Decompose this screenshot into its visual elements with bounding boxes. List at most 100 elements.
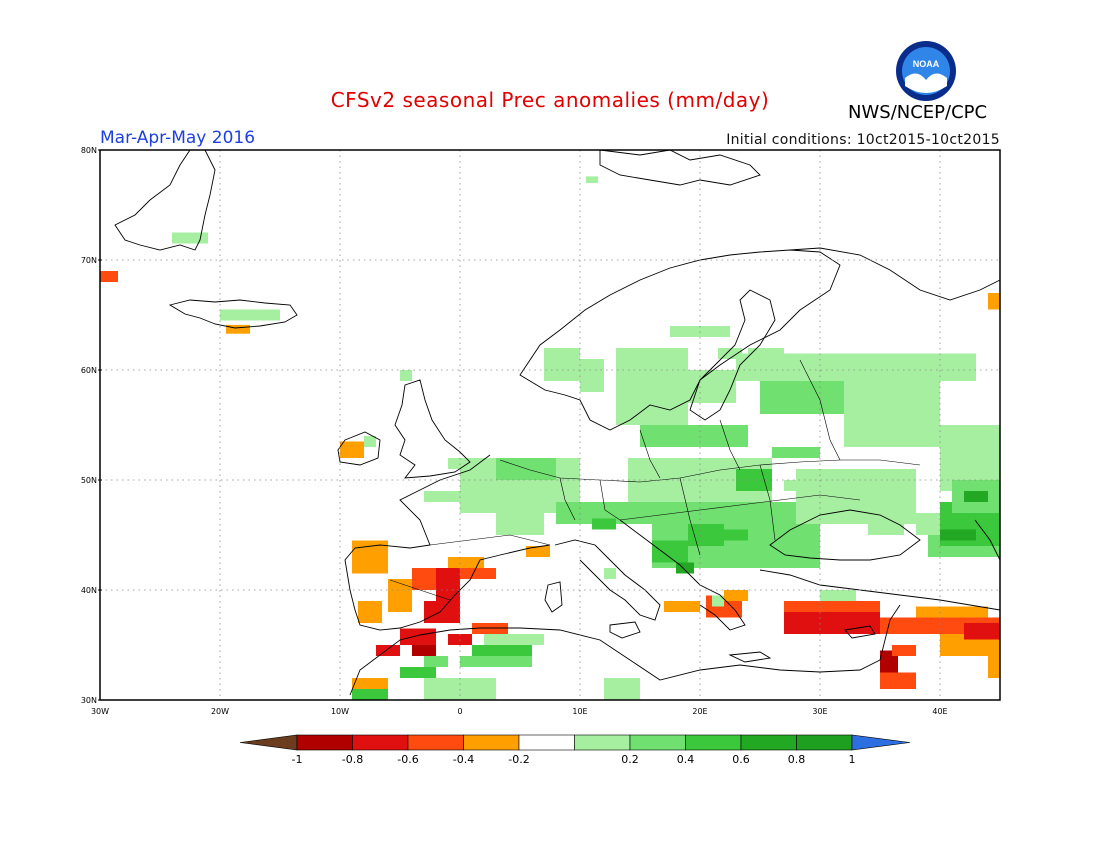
coastline-sicily [609, 621, 641, 639]
anomaly-cell [940, 529, 976, 541]
anomaly-cell [472, 623, 508, 634]
colorbar-label: -0.8 [342, 753, 363, 766]
colorbar: -1 -0.8 -0.6 -0.4 -0.2 0.2 0.4 0.6 0.8 1 [239, 734, 911, 766]
anomaly-cell [604, 678, 640, 700]
anomaly-cell [544, 348, 580, 381]
anomaly-cell [352, 689, 388, 700]
anomaly-cell [400, 667, 436, 678]
anomaly-cell [880, 672, 916, 689]
colorbar-swatch [685, 734, 742, 751]
anomaly-cell [988, 656, 1000, 678]
anomaly-cell [844, 381, 940, 447]
anomaly-cell [424, 656, 448, 667]
map-title: CFSv2 seasonal Prec anomalies (mm/day) [330, 88, 770, 112]
latitude-label: 50N [81, 476, 97, 485]
anomaly-cells-layer [100, 176, 1000, 700]
anomaly-cell [772, 447, 820, 458]
anomaly-cell [718, 348, 742, 359]
coastline-italy [554, 539, 661, 621]
anomaly-cell [358, 601, 382, 623]
latitude-label: 30N [81, 696, 97, 705]
anomaly-cell [100, 271, 118, 282]
colorbar-swatch [463, 734, 520, 751]
anomaly-cell [526, 546, 550, 557]
colorbar-swatch [740, 734, 797, 751]
coastline-crete [728, 651, 772, 663]
border-line [599, 479, 861, 521]
coastline-levant [879, 604, 901, 661]
latitude-label: 80N [81, 146, 97, 155]
anomaly-cell [820, 590, 856, 601]
initial-conditions-label: Initial conditions: 10ct2015-10ct2015 [726, 132, 1000, 148]
season-label: Mar-Apr-May 2016 [100, 128, 256, 148]
map-frame [99, 149, 1001, 701]
anomaly-cell [592, 518, 616, 530]
anomaly-cell [172, 232, 208, 244]
anomaly-cell [916, 606, 988, 618]
anomaly-cell [472, 645, 532, 656]
latitude-label: 60N [81, 366, 97, 375]
anomaly-cell [424, 601, 460, 623]
longitude-label: 10W [331, 707, 349, 716]
border-line [719, 419, 741, 471]
longitude-label: 0 [457, 707, 462, 716]
latitude-labels: 80N 70N 60N 50N 40N 30N [81, 146, 102, 705]
coastline-great-britain [394, 379, 471, 479]
anomaly-cell [664, 601, 700, 612]
colorbar-swatch [629, 734, 686, 751]
longitude-label: 10E [572, 707, 587, 716]
colorbar-swatch [352, 734, 409, 751]
coastline-iceland [168, 299, 298, 329]
colorbar-swatch [574, 734, 631, 751]
colorbar-high-arrow [851, 734, 911, 751]
colorbar-swatch [296, 734, 353, 751]
anomaly-cell [652, 540, 688, 563]
anomaly-cell [892, 645, 916, 656]
anomaly-cell [724, 529, 748, 541]
anomaly-cell [436, 568, 460, 601]
colorbar-label: -0.6 [397, 753, 418, 766]
coastline-scandinavia [519, 249, 841, 431]
anomaly-cell [388, 579, 412, 612]
anomaly-cell [400, 370, 412, 381]
noaa-logo-bird [905, 73, 947, 93]
country-borders-layer [389, 359, 921, 601]
coastline-greenland [114, 149, 216, 251]
longitude-label: 20W [211, 707, 229, 716]
anomaly-cell [364, 436, 376, 447]
anomaly-cell [712, 595, 724, 607]
anomaly-cell [964, 623, 1000, 640]
anomaly-cell [868, 513, 904, 535]
anomaly-cell [424, 491, 472, 502]
graticule-layer [100, 150, 1000, 700]
border-line [559, 477, 576, 521]
longitude-label: 30W [91, 707, 109, 716]
anomaly-cell [448, 458, 484, 469]
anomaly-cell [688, 370, 736, 403]
coastline-svalbard [599, 149, 761, 186]
border-line [759, 464, 776, 541]
coastline-caspian [974, 519, 1001, 561]
colorbar-label: 0.6 [732, 753, 750, 766]
anomaly-cell [586, 176, 598, 183]
anomaly-cell [784, 601, 880, 612]
colorbar-label: 1 [849, 753, 856, 766]
anomaly-cell [340, 441, 364, 458]
border-line [429, 534, 551, 546]
anomaly-cell [460, 656, 532, 667]
coastline-black-sea [769, 509, 921, 561]
coastline-cyprus [844, 625, 876, 639]
border-line [639, 429, 661, 479]
colorbar-label: 0.2 [621, 753, 639, 766]
anomaly-cell [412, 645, 436, 656]
anomaly-cell [400, 628, 436, 645]
anomaly-cell [496, 513, 544, 535]
anomaly-cell [988, 293, 1000, 310]
anomaly-cell [616, 348, 688, 425]
anomaly-cell [640, 425, 748, 447]
coastline-turkey [759, 569, 1001, 611]
anomaly-cell [784, 612, 880, 634]
agency-label: NWS/NCEP/CPC [848, 102, 988, 123]
anomaly-cell [676, 562, 694, 574]
